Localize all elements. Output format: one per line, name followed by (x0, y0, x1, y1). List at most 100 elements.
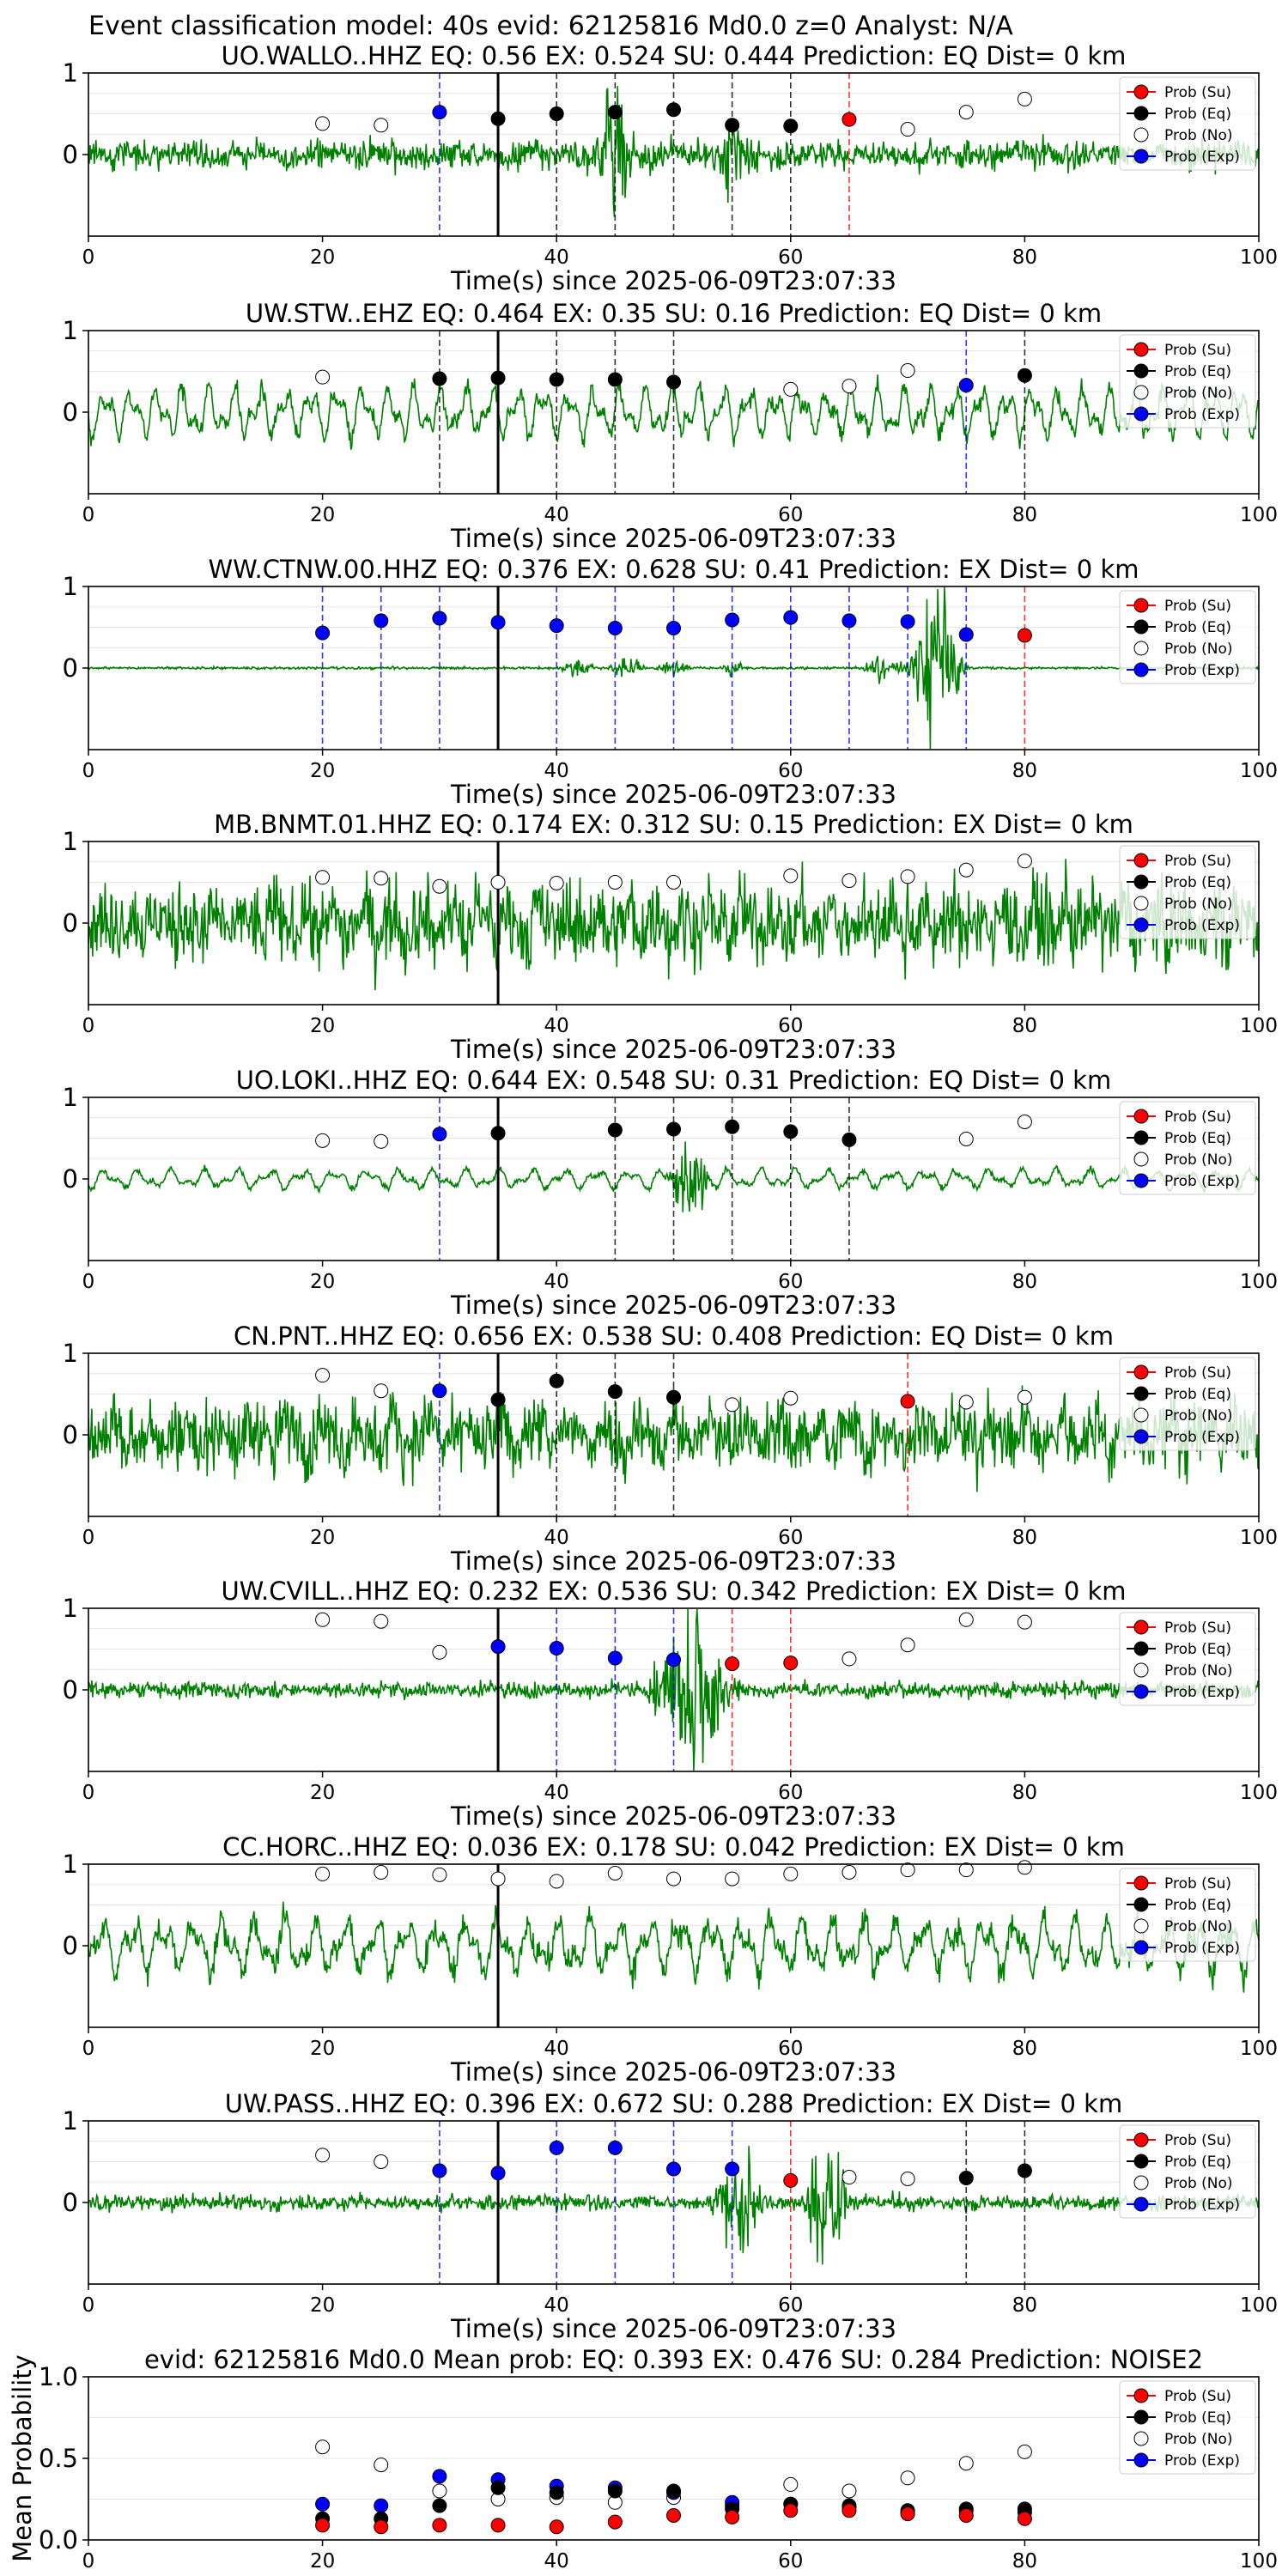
legend-label: Prob (Su) (1164, 342, 1231, 359)
legend: Prob (Su) Prob (Eq) Prob (No) Prob (Exp) (1119, 76, 1256, 171)
prob-point-su (900, 1394, 915, 1409)
legend-label: Prob (No) (1164, 896, 1233, 913)
mean-prob-point (607, 2483, 623, 2499)
legend-label: Prob (No) (1164, 1151, 1233, 1169)
legend-marker-no (1133, 1918, 1149, 1934)
prob-point-eq (607, 1122, 623, 1138)
x-tick-label: 0 (82, 760, 95, 782)
legend: Prob (Su) Prob (Eq) Prob (No) Prob (Exp) (1119, 1612, 1256, 1706)
legend-label: Prob (Exp) (1164, 1429, 1240, 1446)
prob-point-no (958, 1394, 974, 1410)
mean-prob-point (725, 2509, 740, 2524)
legend: Prob (Su) Prob (Eq) Prob (No) Prob (Exp) (1119, 334, 1256, 428)
prob-point-exp (549, 1641, 564, 1656)
prob-point-exp (607, 2140, 623, 2155)
legend-label: Prob (No) (1164, 127, 1233, 144)
prob-point-no (666, 875, 681, 890)
prob-point-no (315, 1612, 331, 1627)
prob-point-exp (432, 611, 447, 626)
prob-point-no (900, 122, 915, 137)
seismogram-trace (88, 1901, 1259, 1993)
legend-marker-no (1133, 385, 1149, 400)
legend-label: Prob (Su) (1164, 1364, 1231, 1382)
prob-point-exp (900, 614, 915, 629)
prob-point-exp (725, 2161, 740, 2177)
x-tick-label: 40 (544, 2038, 569, 2060)
prob-point-eq (607, 105, 623, 120)
legend-label: Prob (Exp) (1164, 2452, 1240, 2470)
legend-label: Prob (Exp) (1164, 917, 1240, 934)
legend-label: Prob (Eq) (1164, 1130, 1231, 1147)
x-axis-label: Time(s) since 2025-06-09T23:07:33 (450, 524, 896, 553)
prob-point-no (900, 2171, 915, 2186)
chart-panel-1: UO.WALLO..HHZ EQ: 0.56 EX: 0.524 SU: 0.4… (63, 41, 1278, 295)
legend-label: Prob (Eq) (1164, 2154, 1231, 2171)
prob-point-no (958, 1131, 974, 1146)
prob-point-no (315, 2148, 331, 2163)
chart-panel-6: CN.PNT..HHZ EQ: 0.656 EX: 0.538 SU: 0.40… (63, 1321, 1278, 1576)
prob-point-exp (432, 1383, 447, 1399)
prob-point-eq (549, 372, 564, 387)
x-tick-label: 20 (310, 2294, 335, 2317)
prob-point-no (725, 1871, 740, 1886)
prob-point-eq (666, 102, 681, 118)
mean-prob-point (432, 2518, 447, 2533)
prob-point-no (549, 1874, 564, 1889)
legend-marker-eq (1133, 874, 1149, 890)
prob-point-no (490, 1871, 506, 1886)
prob-point-no (783, 1866, 799, 1881)
legend-label: Prob (Eq) (1164, 1897, 1231, 1914)
x-tick-label: 40 (544, 760, 569, 782)
x-tick-label: 20 (310, 504, 335, 526)
legend-marker-exp (1133, 406, 1149, 422)
prob-point-eq (666, 1389, 681, 1405)
prob-point-no (1017, 1115, 1032, 1129)
panel-title: UW.PASS..HHZ EQ: 0.396 EX: 0.672 SU: 0.2… (225, 2089, 1122, 2118)
x-axis-label: Time(s) since 2025-06-09T23:07:33 (450, 1291, 896, 1320)
chart-panel-4: MB.BNMT.01.HHZ EQ: 0.174 EX: 0.312 SU: 0… (63, 810, 1278, 1064)
x-tick-label: 0 (82, 1015, 95, 1037)
x-tick-label: 0 (82, 2550, 95, 2573)
prob-point-no (432, 1867, 447, 1882)
mean-prob-point (666, 2508, 681, 2523)
prob-point-no (958, 105, 974, 120)
x-tick-label: 100 (1240, 1527, 1278, 1549)
prob-point-no (315, 870, 331, 885)
y-tick-label: 0 (63, 908, 78, 938)
prob-point-no (315, 369, 331, 385)
x-tick-label: 40 (544, 1782, 569, 1804)
prob-point-exp (607, 1650, 623, 1666)
panels: UO.WALLO..HHZ EQ: 0.56 EX: 0.524 SU: 0.4… (8, 41, 1278, 2573)
prob-point-exp (958, 378, 974, 393)
x-tick-label: 60 (778, 1015, 803, 1037)
legend-marker-exp (1133, 662, 1149, 677)
panel-title: UO.WALLO..HHZ EQ: 0.56 EX: 0.524 SU: 0.4… (222, 41, 1127, 70)
mean-prob-point (315, 2439, 331, 2455)
chart-panel-2: UW.STW..EHZ EQ: 0.464 EX: 0.35 SU: 0.16 … (63, 299, 1278, 553)
mean-prob-point (432, 2498, 447, 2513)
prob-point-no (1017, 1389, 1032, 1405)
prob-point-no (900, 1862, 915, 1878)
legend-marker-no (1133, 2175, 1149, 2190)
seismogram-trace (88, 1141, 1259, 1212)
legend-label: Prob (Exp) (1164, 149, 1240, 166)
prob-point-no (783, 868, 799, 884)
legend-box (1119, 76, 1256, 171)
prob-point-no (549, 875, 564, 890)
mean-prob-point (374, 2458, 389, 2473)
legend-marker-eq (1133, 106, 1149, 121)
prob-point-su (725, 1656, 740, 1672)
panel-title: UO.LOKI..HHZ EQ: 0.644 EX: 0.548 SU: 0.3… (236, 1066, 1111, 1095)
legend-marker-no (1133, 1151, 1149, 1167)
legend-marker-su (1133, 1109, 1149, 1124)
x-tick-label: 60 (778, 1527, 803, 1549)
legend-label: Prob (Su) (1164, 2132, 1231, 2149)
legend-box (1119, 590, 1256, 684)
prob-point-no (900, 363, 915, 379)
legend-box (1119, 1101, 1256, 1195)
x-tick-label: 20 (310, 246, 335, 269)
legend-box (1119, 2124, 1256, 2219)
x-axis-label: Time(s) since 2025-06-09T23:07:33 (450, 2057, 896, 2087)
prob-point-exp (432, 1127, 447, 1142)
